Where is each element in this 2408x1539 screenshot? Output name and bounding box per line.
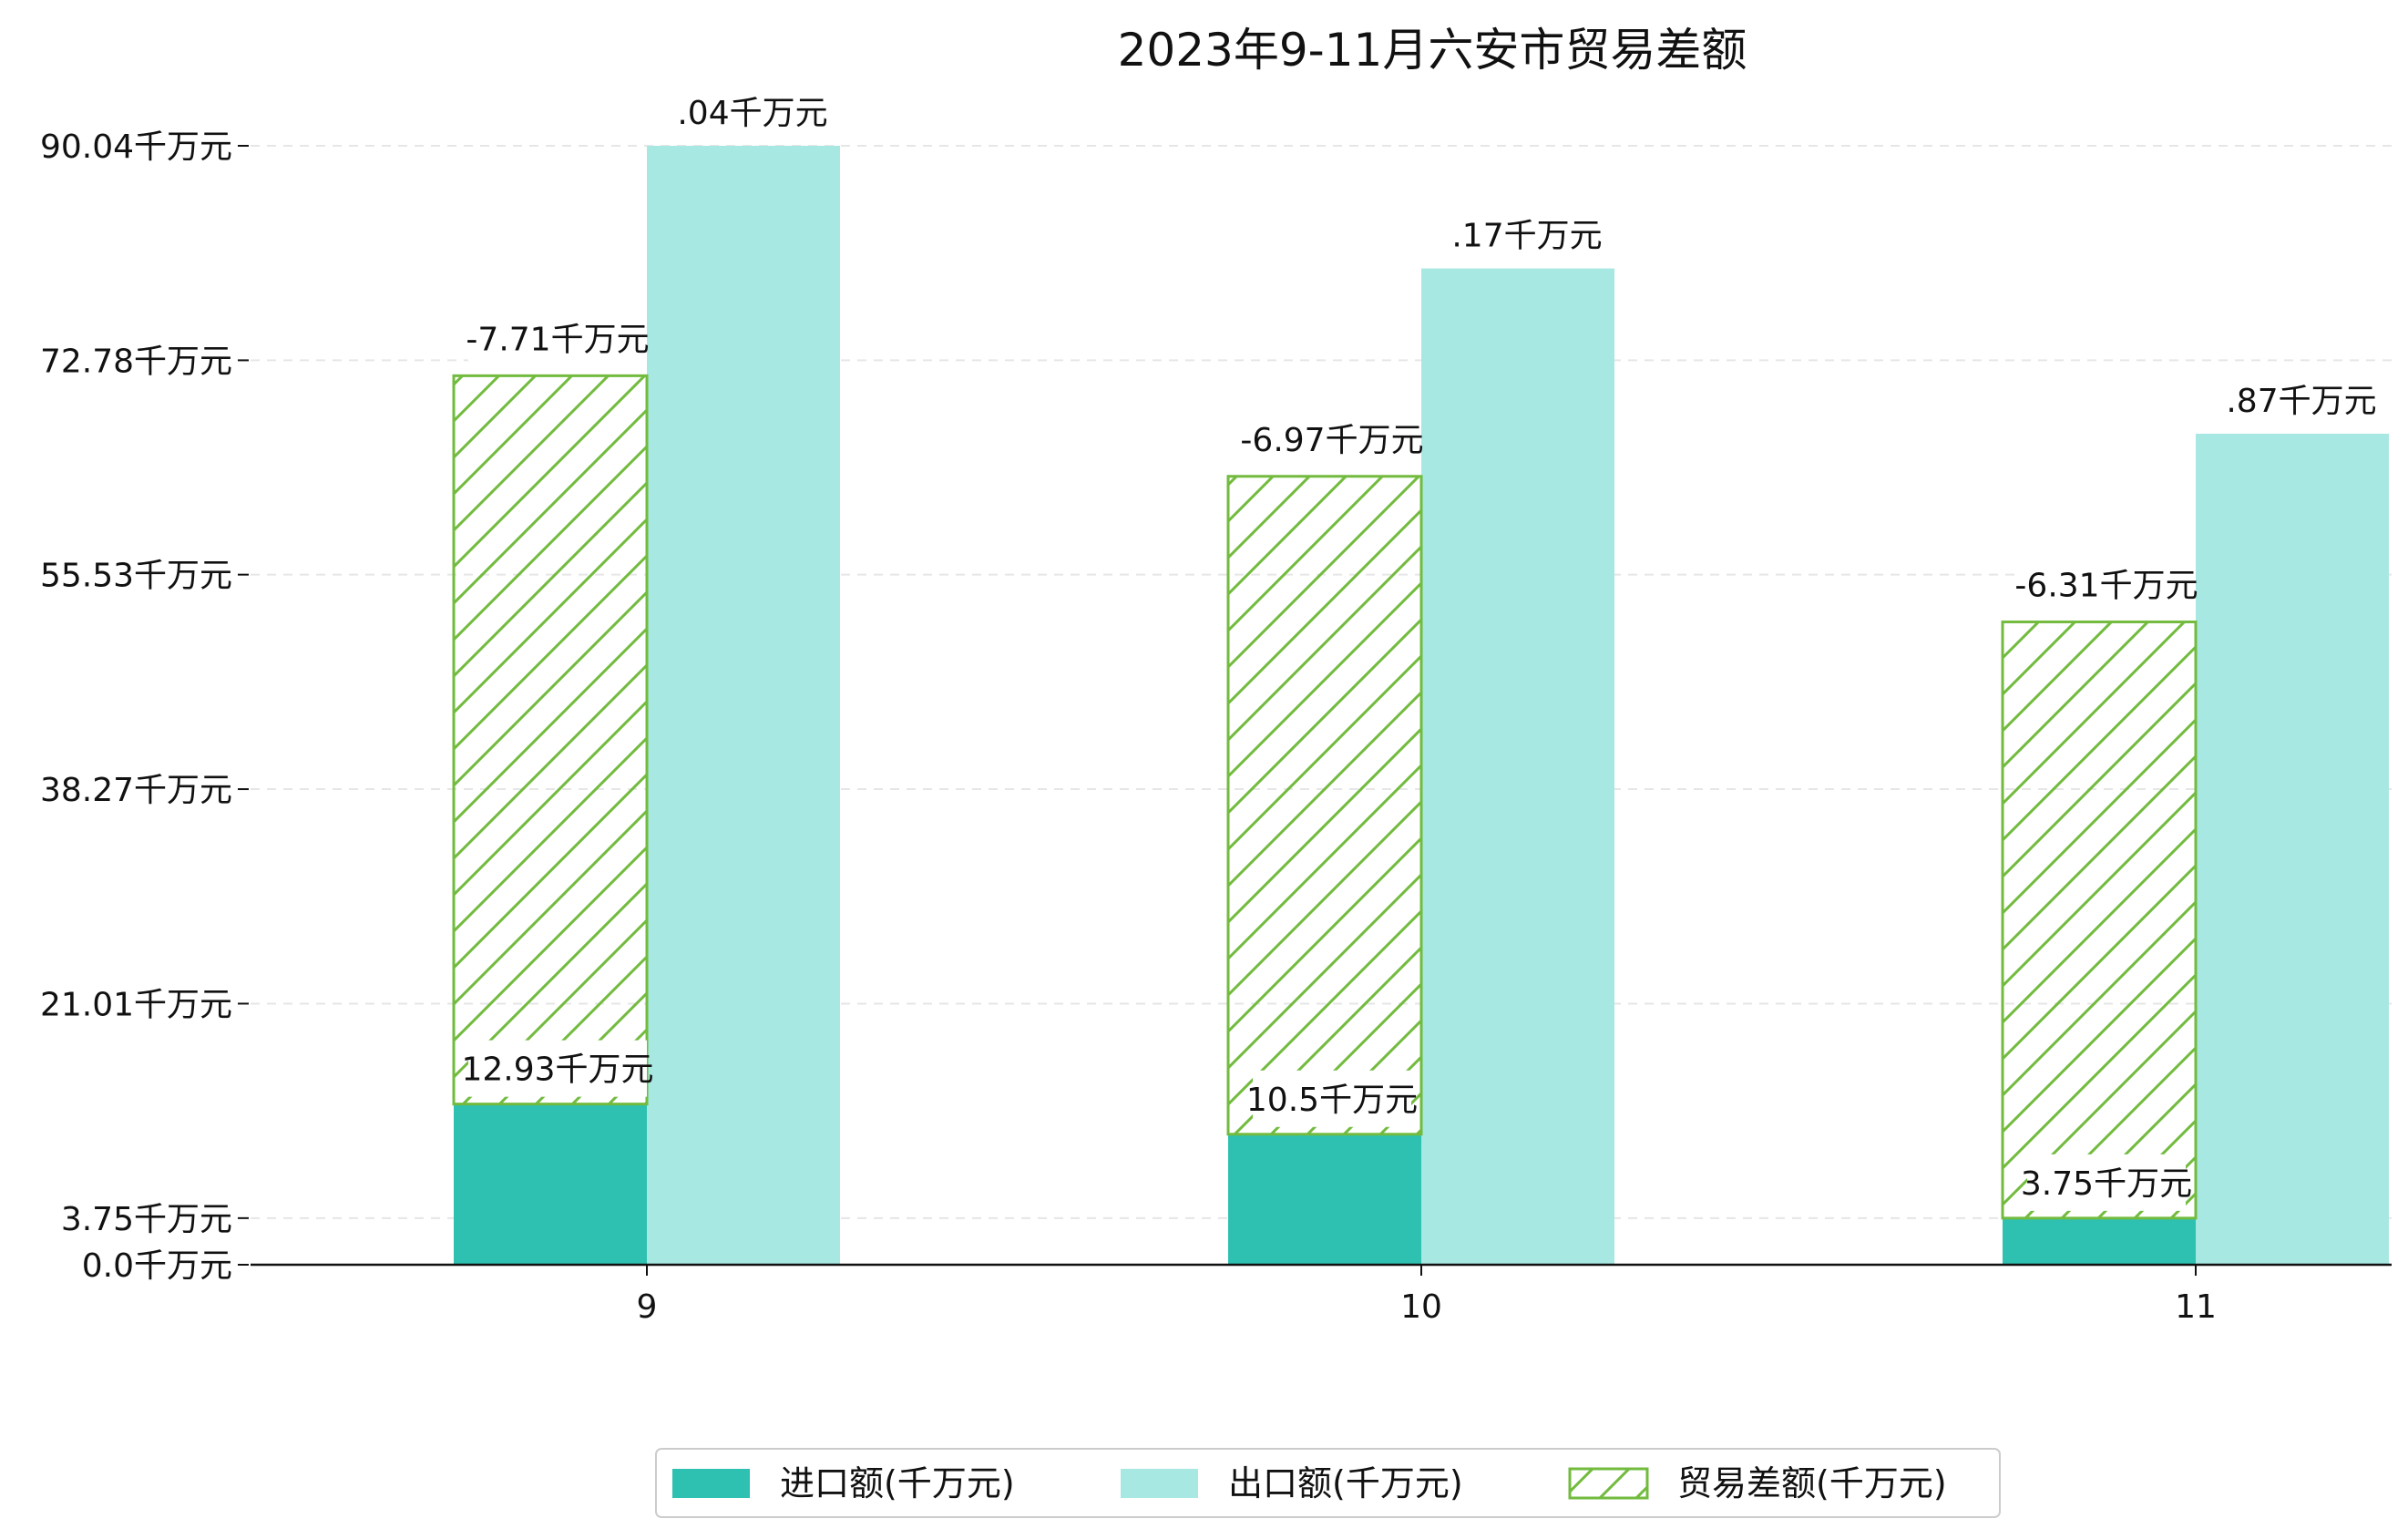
axes: 0.0千万元 3.75千万元 21.01千万元 38.27千万元 55.53千万元 72.… (40, 128, 2392, 1326)
import-value-label-bg (1253, 1070, 1411, 1127)
balance-value-label: -6.97千万元 (1240, 422, 1423, 459)
y-tick-label: 90.04千万元 (40, 128, 232, 166)
bars (452, 146, 2389, 1265)
balance-bar (452, 374, 649, 1106)
legend: 进口额(千万元) 出口额(千万元) 贸易差额(千万元) (655, 1448, 2001, 1518)
legend-label: 进口额(千万元) (780, 1463, 1015, 1503)
import-bar (1228, 1134, 1421, 1265)
balance-value-label: -7.71千万元 (466, 321, 649, 358)
import-value-label: 3.75千万元 (2021, 1165, 2192, 1203)
balance-bar (2001, 621, 2198, 1220)
export-value-label-bg (1458, 206, 1596, 263)
export-value-label-bg (683, 84, 822, 140)
export-value-label: .17千万元 (1451, 218, 1602, 255)
import-value-label: 10.5千万元 (1246, 1082, 1418, 1119)
export-bar (1421, 268, 1614, 1265)
balance-bar (1226, 475, 1423, 1136)
legend-swatch (672, 1469, 750, 1498)
legend-swatch (1568, 1467, 1649, 1500)
y-tick-label: 21.01千万元 (40, 986, 232, 1023)
export-bar (2196, 434, 2389, 1265)
export-value-label-bg (2232, 372, 2371, 429)
y-tick-label: 3.75千万元 (61, 1201, 232, 1238)
balance-value-label: -6.31千万元 (2014, 568, 2198, 605)
import-bar (454, 1103, 647, 1265)
legend-swatch (1121, 1469, 1198, 1498)
legend-box (655, 1448, 2001, 1518)
balance-value-label-bg (1243, 410, 1421, 467)
y-tick-label: 72.78千万元 (40, 343, 232, 380)
import-value-label: 12.93千万元 (461, 1052, 653, 1089)
import-bar (2003, 1217, 2196, 1265)
x-tick-label: 10 (1400, 1288, 1442, 1326)
legend-label: 出口额(千万元) (1228, 1463, 1463, 1503)
export-bar (647, 146, 840, 1265)
legend-label: 贸易差额(千万元) (1677, 1463, 1947, 1503)
y-tick-label: 0.0千万元 (82, 1247, 232, 1285)
import-value-label-bg (468, 1040, 647, 1097)
balance-value-label-bg (468, 310, 647, 367)
export-value-label: .04千万元 (677, 95, 827, 132)
data-labels: .04千万元 -7.71千万元 12.93千万元 .17千万元 -6.97千万元 10.5… (461, 84, 2377, 1211)
chart-title: 2023年9-11月六安市贸易差额 (1118, 24, 1747, 77)
x-tick-label: 9 (637, 1288, 658, 1326)
balance-value-label-bg (2017, 556, 2196, 613)
x-tick-label: 11 (2175, 1288, 2217, 1326)
export-value-label: .87千万元 (2226, 383, 2376, 420)
y-tick-label: 38.27千万元 (40, 772, 232, 809)
y-tick-label: 55.53千万元 (40, 558, 232, 595)
import-value-label-bg (2027, 1154, 2186, 1211)
